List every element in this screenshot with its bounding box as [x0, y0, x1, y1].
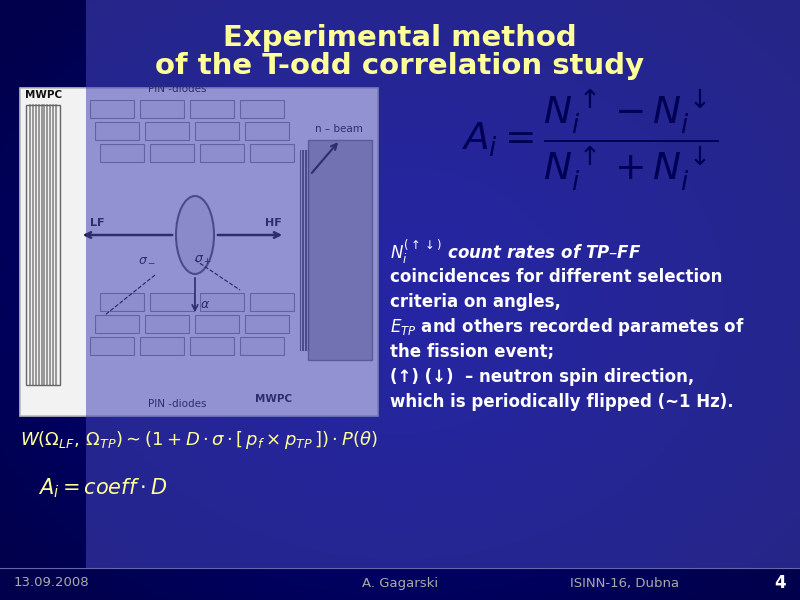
- Bar: [308, 140, 372, 360]
- Bar: [90, 337, 134, 355]
- Text: $\mathit{N_i^{(\uparrow\downarrow)}}$ count rates of TP–FF: $\mathit{N_i^{(\uparrow\downarrow)}}$ co…: [390, 238, 642, 266]
- Text: criteria on angles,: criteria on angles,: [390, 293, 561, 311]
- Bar: [240, 337, 284, 355]
- Text: PIN -diodes: PIN -diodes: [148, 84, 206, 94]
- Bar: [100, 293, 144, 311]
- Text: n – beam: n – beam: [315, 124, 363, 134]
- Bar: [100, 144, 144, 162]
- Bar: [245, 315, 289, 333]
- Bar: [200, 144, 244, 162]
- Bar: [250, 144, 294, 162]
- Bar: [26, 105, 60, 385]
- Bar: [240, 100, 284, 118]
- Bar: [140, 100, 184, 118]
- Text: $\sigma_+$: $\sigma_+$: [194, 254, 212, 267]
- Text: HF: HF: [265, 218, 282, 228]
- Bar: [95, 122, 139, 140]
- Text: $\alpha$: $\alpha$: [200, 298, 210, 311]
- Text: Experimental method: Experimental method: [223, 24, 577, 52]
- Text: which is periodically flipped (~1 Hz).: which is periodically flipped (~1 Hz).: [390, 393, 734, 411]
- Text: $\sigma_-$: $\sigma_-$: [138, 252, 156, 265]
- Bar: [195, 122, 239, 140]
- Bar: [145, 315, 189, 333]
- Text: A. Gagarski: A. Gagarski: [362, 577, 438, 589]
- Text: 13.09.2008: 13.09.2008: [14, 577, 90, 589]
- Text: $W(\Omega_{LF},\, \Omega_{TP}) \sim (1 + D \cdot \sigma \cdot [\, p_f \times p_{: $W(\Omega_{LF},\, \Omega_{TP}) \sim (1 +…: [20, 429, 378, 451]
- Text: PIN -diodes: PIN -diodes: [148, 399, 206, 409]
- Text: MWPC: MWPC: [255, 394, 292, 404]
- Bar: [200, 293, 244, 311]
- Bar: [245, 122, 289, 140]
- Bar: [190, 100, 234, 118]
- FancyBboxPatch shape: [20, 88, 378, 416]
- Text: $A_i = \dfrac{N_i^{\uparrow} - N_i^{\downarrow}}{N_i^{\uparrow} + N_i^{\downarro: $A_i = \dfrac{N_i^{\uparrow} - N_i^{\dow…: [461, 88, 719, 193]
- Bar: [250, 293, 294, 311]
- Text: $E_{TP}$ and others recorded parametes of: $E_{TP}$ and others recorded parametes o…: [390, 316, 745, 338]
- Text: the fission event;: the fission event;: [390, 343, 554, 361]
- Text: of the T-odd correlation study: of the T-odd correlation study: [155, 52, 645, 80]
- Bar: [195, 315, 239, 333]
- Bar: [190, 337, 234, 355]
- Bar: [140, 337, 184, 355]
- Text: LF: LF: [90, 218, 105, 228]
- Bar: [150, 144, 194, 162]
- Bar: [145, 122, 189, 140]
- Text: 4: 4: [774, 574, 786, 592]
- Bar: [95, 315, 139, 333]
- Bar: [150, 293, 194, 311]
- Text: MWPC: MWPC: [25, 90, 62, 100]
- Ellipse shape: [176, 196, 214, 274]
- Text: coincidences for different selection: coincidences for different selection: [390, 268, 722, 286]
- Bar: [90, 100, 134, 118]
- Text: ISINN-16, Dubna: ISINN-16, Dubna: [570, 577, 679, 589]
- Text: $A_i = coeff \cdot D$: $A_i = coeff \cdot D$: [38, 476, 167, 500]
- Text: (↑) (↓)  – neutron spin direction,: (↑) (↓) – neutron spin direction,: [390, 368, 694, 386]
